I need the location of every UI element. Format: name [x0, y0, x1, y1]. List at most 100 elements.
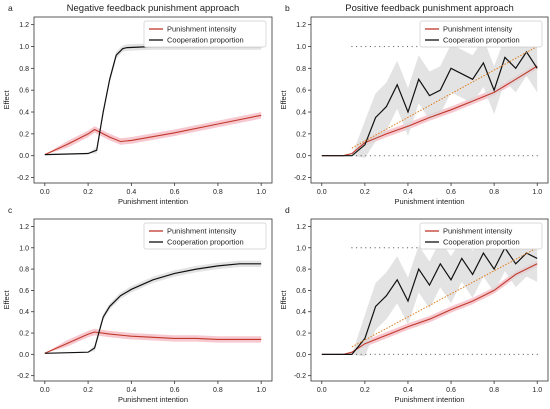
xaxis-label-c: Punishment intention — [118, 395, 188, 404]
yaxis-label-a: Effect — [2, 90, 11, 110]
xtick-label: 0.6 — [170, 387, 180, 394]
sample-dot — [365, 353, 367, 355]
sample-dot — [365, 155, 367, 157]
sample-dot — [518, 353, 520, 355]
series-line-cooperation-b — [321, 50, 538, 157]
sample-dot — [430, 155, 432, 157]
xtick-label: 0.8 — [489, 189, 499, 196]
sample-dot — [443, 155, 446, 157]
sample-dot — [481, 353, 483, 355]
sample-dot — [397, 247, 399, 249]
ytick-label: -0.2 — [294, 373, 306, 380]
xtick-label: 0.8 — [213, 189, 223, 196]
xtick-label: 0.6 — [446, 189, 456, 196]
xtick-label: 0.2 — [83, 189, 93, 196]
sample-dot — [406, 45, 409, 48]
sample-dot — [434, 353, 436, 355]
ytick-label: 0.8 — [296, 267, 306, 274]
sample-dot — [397, 155, 399, 157]
xtick-label: 0.8 — [213, 387, 223, 394]
sample-dot — [360, 155, 362, 157]
xtick-label: 0.4 — [403, 387, 413, 394]
legend-entry: Cooperation proportion — [167, 36, 244, 45]
sample-dot — [490, 353, 492, 355]
yaxis-label-b: Effect — [279, 90, 288, 110]
xtick-label: 0.8 — [489, 387, 499, 394]
legend-entry: Cooperation proportion — [443, 36, 520, 45]
panel-letter-c: c — [8, 205, 13, 215]
sample-dot — [374, 45, 376, 48]
sample-dot — [411, 353, 413, 355]
sample-dot — [425, 353, 427, 355]
axes-frame-b — [310, 16, 549, 184]
sample-dot — [522, 353, 524, 355]
ytick-label: 0.4 — [19, 309, 29, 316]
band-cooperation-c — [44, 260, 262, 354]
sample-dot — [379, 45, 381, 48]
series-line-intensity-d — [321, 263, 538, 355]
sample-dot — [383, 353, 385, 355]
sample-dot — [439, 155, 441, 157]
ytick-label: 1.0 — [296, 44, 306, 51]
panel-letter-d: d — [285, 205, 290, 215]
ytick-label: 0.0 — [296, 153, 306, 160]
sample-dot — [439, 353, 441, 355]
sample-dot — [388, 247, 390, 249]
ytick-label: 1.0 — [19, 44, 29, 51]
sample-dot — [374, 155, 376, 157]
ytick-label: 0.4 — [296, 110, 306, 117]
sample-dot — [374, 353, 376, 355]
ytick-label: 0.2 — [296, 131, 306, 138]
sample-dot — [393, 353, 395, 355]
legend-entry: Punishment intensity — [443, 227, 512, 236]
sample-dot — [430, 353, 432, 355]
sample-dot — [504, 353, 506, 355]
sample-dot — [485, 353, 487, 355]
sample-dot — [416, 247, 418, 249]
sample-dot — [485, 155, 487, 157]
sample-dot — [536, 353, 538, 355]
ytick-label: 0.2 — [19, 131, 29, 138]
xaxis-label-a: Punishment intention — [118, 197, 188, 206]
sample-dot — [522, 155, 524, 157]
sample-dot — [355, 353, 358, 355]
xtick-label: 0.0 — [317, 387, 327, 394]
sample-dot — [462, 353, 464, 355]
ytick-label: 0.6 — [296, 88, 306, 95]
sample-dot — [383, 45, 385, 48]
series-line-intensity-a — [44, 114, 262, 156]
sample-dot — [393, 247, 395, 249]
sample-dot — [393, 45, 395, 48]
sample-dot — [411, 155, 413, 157]
ytick-label: 0.8 — [19, 66, 29, 73]
sample-dot — [481, 155, 483, 157]
panel-letter-b: b — [285, 3, 290, 13]
sample-dot — [402, 247, 404, 249]
xtick-label: 0.4 — [403, 189, 413, 196]
ytick-label: 1.2 — [296, 224, 306, 231]
sample-dot — [453, 353, 455, 355]
sample-dot — [355, 45, 358, 48]
sample-dot — [499, 155, 501, 157]
legend-box-a — [143, 20, 267, 48]
trend-line-d — [351, 247, 538, 348]
sample-dot — [374, 247, 376, 249]
sample-dot — [420, 353, 423, 355]
panel-d: d 0.0 0.2 0.4 0.6 0.8 1.0 -0.2 0.0 0.2 0.4 0.6 0.8 1.… — [279, 205, 549, 404]
legend-entry: Punishment intensity — [167, 227, 236, 236]
panel-a: Negative feedback punishment approach a 0.… — [2, 3, 273, 206]
sample-dot — [397, 353, 399, 355]
xtick-label: 1.0 — [532, 387, 542, 394]
sample-dot — [406, 247, 409, 249]
panel-title-b: Positive feedback punishment approach — [345, 3, 513, 14]
sample-dot — [494, 155, 497, 157]
xtick-label: 0.2 — [360, 387, 370, 394]
xtick-label: 1.0 — [256, 387, 266, 394]
sample-dot — [531, 353, 534, 355]
sample-dot — [383, 247, 385, 249]
sample-dot — [393, 155, 395, 157]
sample-dot — [462, 155, 464, 157]
sample-dot — [467, 353, 469, 355]
sample-dot — [499, 353, 501, 355]
sample-dot — [355, 247, 358, 249]
